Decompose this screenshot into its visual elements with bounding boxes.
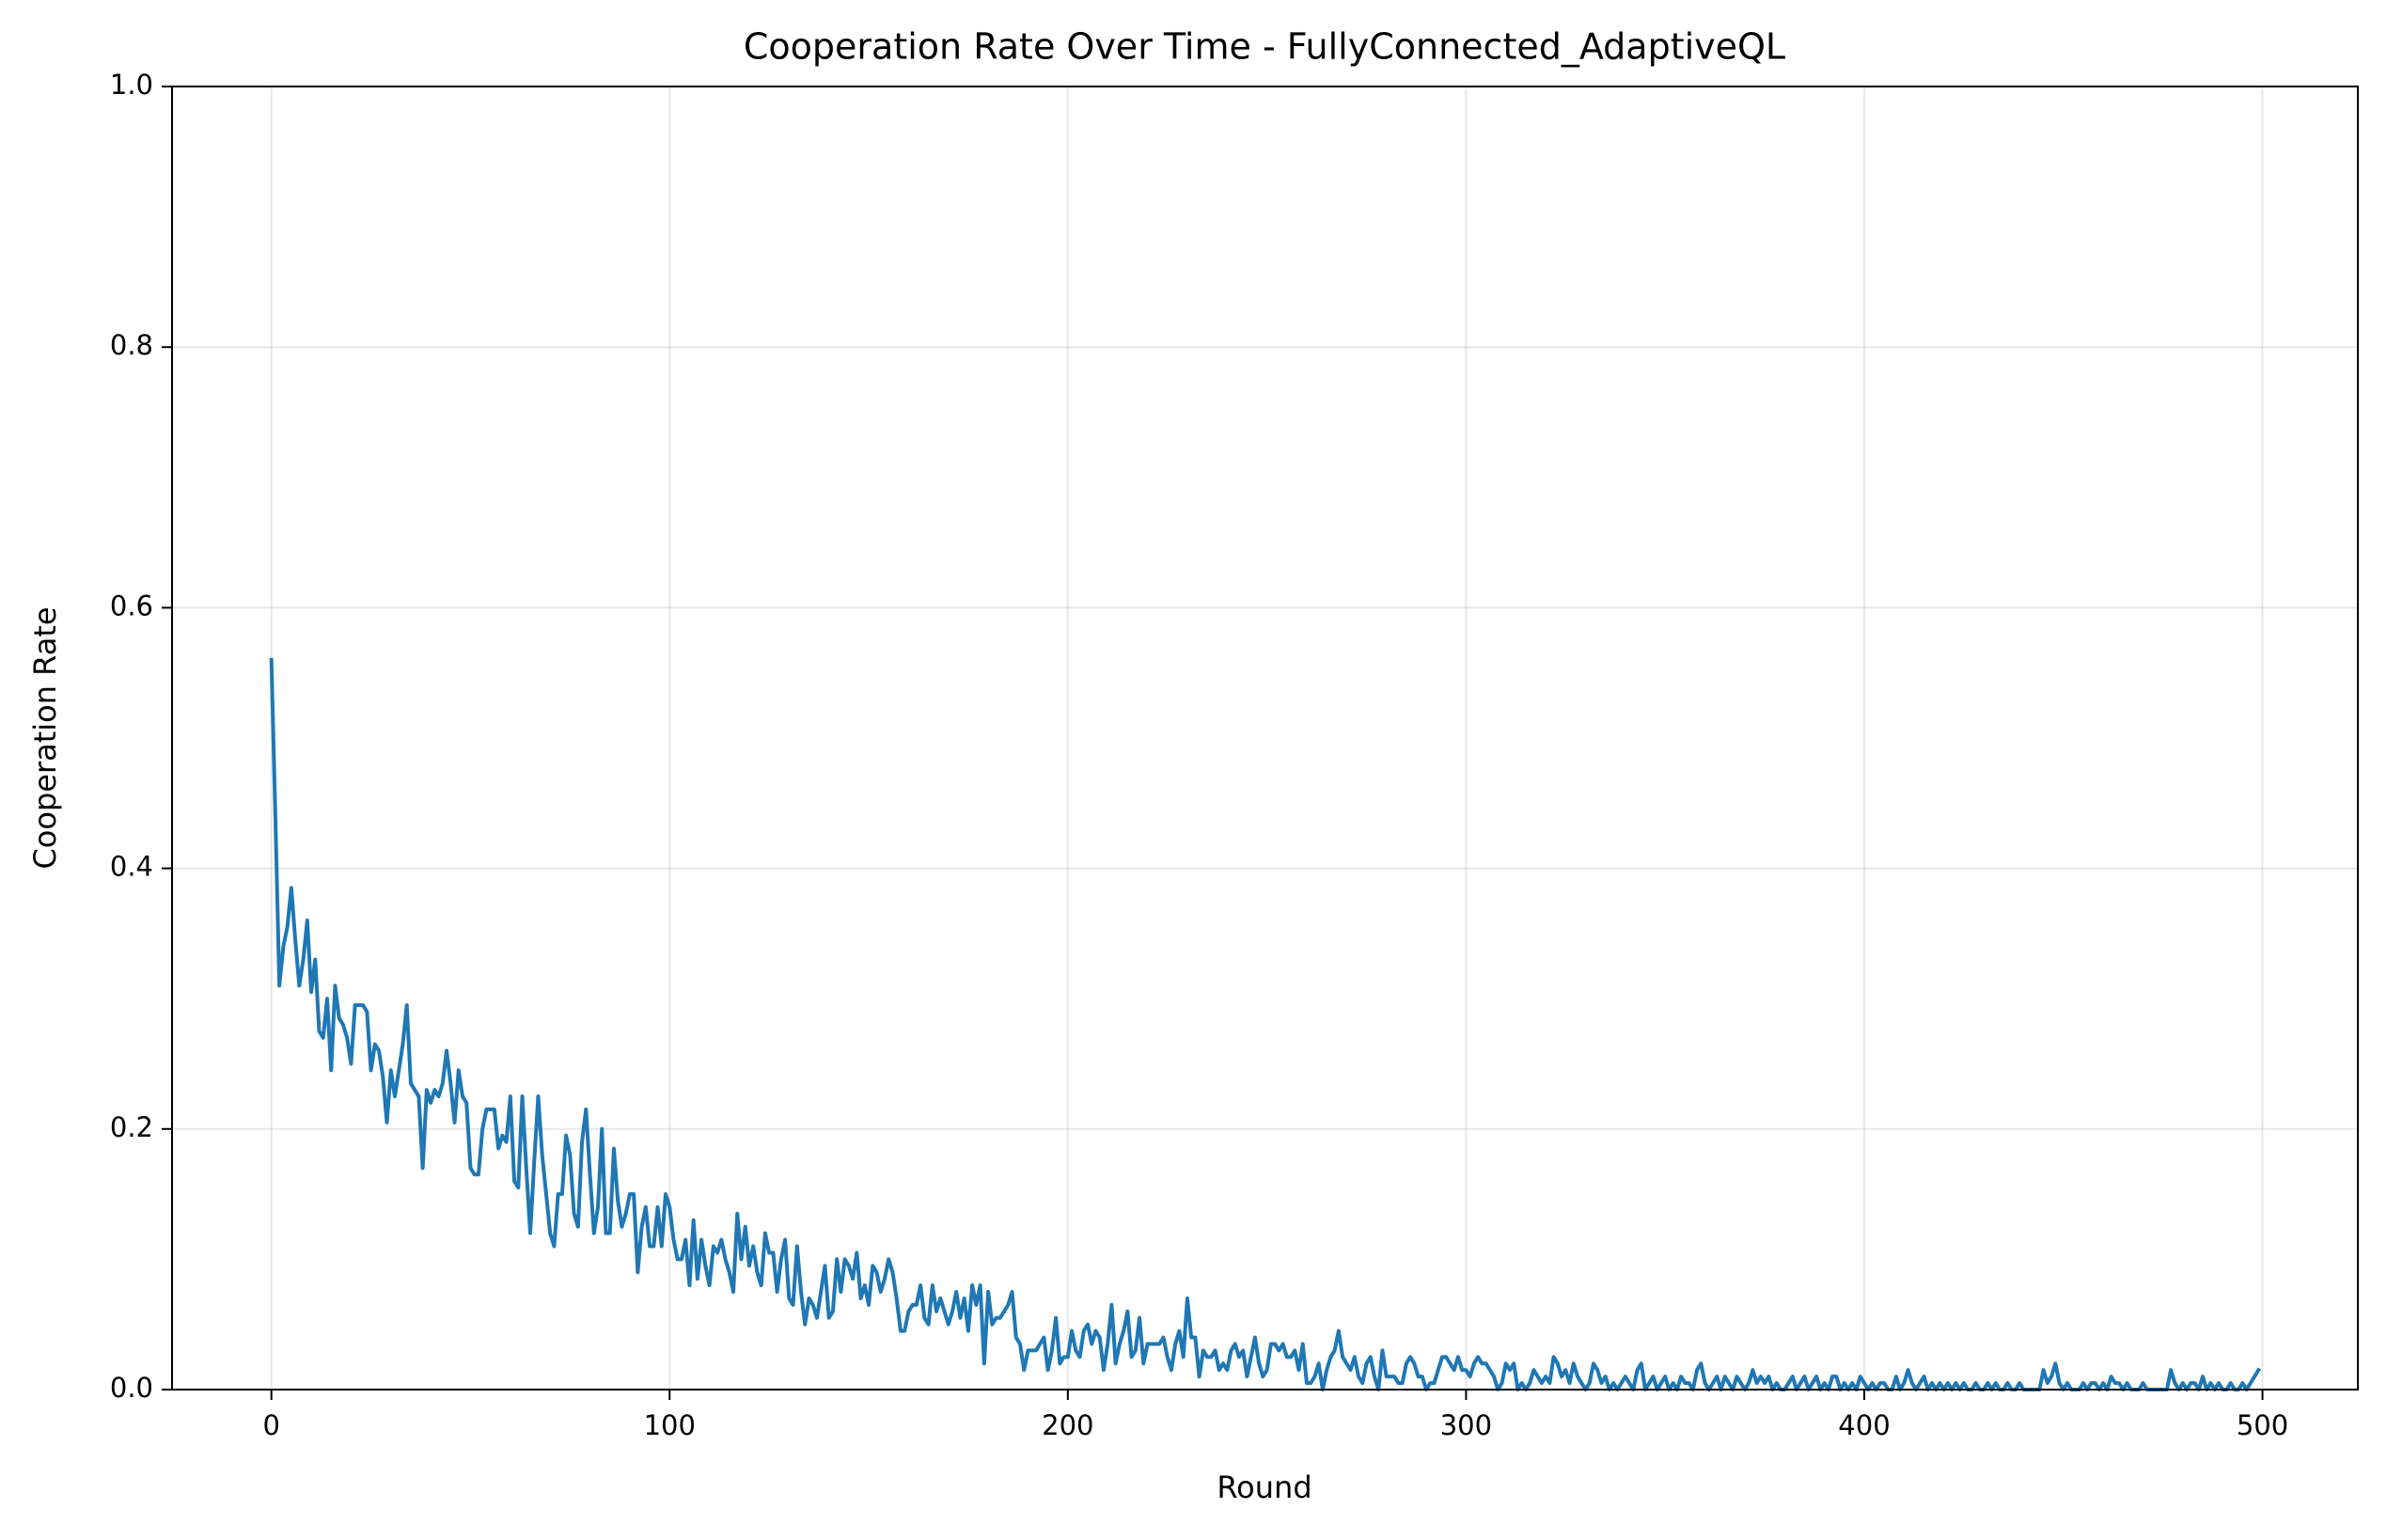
x-tick-label: 400 <box>1838 1409 1890 1441</box>
y-tick-label: 0.0 <box>110 1372 153 1404</box>
y-tick-label: 0.2 <box>110 1111 153 1143</box>
y-tick-label: 0.4 <box>110 851 153 883</box>
y-axis-label: Cooperation Rate <box>27 606 63 869</box>
y-tick-label: 1.0 <box>110 69 153 101</box>
y-tick-label: 0.8 <box>110 329 153 361</box>
chart-title: Cooperation Rate Over Time - FullyConnec… <box>744 26 1785 68</box>
data-line <box>269 657 2262 1391</box>
x-tick-label: 200 <box>1042 1409 1093 1441</box>
x-tick-label: 500 <box>2237 1409 2288 1441</box>
y-tick-label: 0.6 <box>110 589 153 621</box>
x-tick-label: 300 <box>1440 1409 1492 1441</box>
x-tick-label: 100 <box>644 1409 696 1441</box>
x-axis-label: Round <box>1217 1469 1311 1505</box>
x-tick-label: 0 <box>262 1409 279 1441</box>
plot-frame <box>171 86 2359 1391</box>
